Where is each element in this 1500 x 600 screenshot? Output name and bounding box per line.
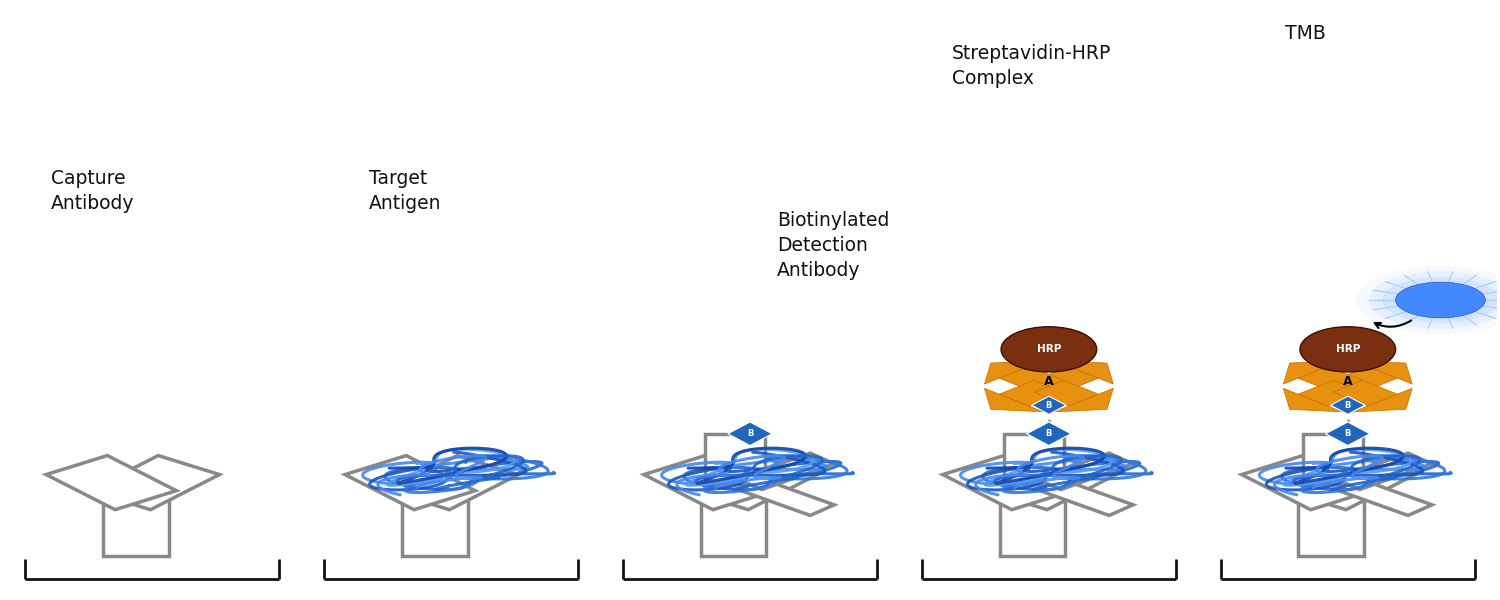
Polygon shape (1004, 434, 1064, 484)
Text: HRP: HRP (1335, 344, 1360, 355)
Polygon shape (1032, 396, 1066, 415)
Circle shape (1395, 282, 1485, 318)
Polygon shape (1242, 455, 1372, 510)
Polygon shape (999, 380, 1064, 406)
Polygon shape (999, 496, 1065, 556)
Circle shape (1354, 266, 1500, 334)
Polygon shape (1036, 453, 1132, 490)
Polygon shape (986, 455, 1116, 510)
Polygon shape (1336, 479, 1432, 515)
Text: A: A (1044, 375, 1053, 388)
Polygon shape (1336, 453, 1432, 490)
Polygon shape (1284, 388, 1342, 412)
Text: B: B (1344, 401, 1352, 410)
Polygon shape (1054, 361, 1113, 384)
Text: B: B (747, 429, 753, 438)
Polygon shape (345, 455, 476, 510)
Polygon shape (46, 455, 177, 510)
Polygon shape (1334, 367, 1398, 392)
Polygon shape (687, 455, 818, 510)
Polygon shape (700, 496, 766, 556)
Polygon shape (1353, 388, 1412, 412)
Text: Capture
Antibody: Capture Antibody (51, 169, 134, 213)
Polygon shape (999, 367, 1064, 392)
Text: Streptavidin-HRP
Complex: Streptavidin-HRP Complex (951, 44, 1112, 88)
Polygon shape (984, 388, 1044, 412)
Circle shape (1382, 277, 1498, 323)
Text: Target
Antigen: Target Antigen (369, 169, 441, 213)
Circle shape (1368, 271, 1500, 329)
Polygon shape (984, 361, 1044, 384)
Polygon shape (1326, 422, 1370, 446)
Polygon shape (88, 455, 219, 510)
Polygon shape (1034, 367, 1098, 392)
Polygon shape (1286, 455, 1414, 510)
Text: TMB: TMB (1286, 23, 1326, 43)
Polygon shape (104, 496, 168, 556)
Ellipse shape (1000, 327, 1096, 372)
Text: B: B (1046, 401, 1052, 410)
Polygon shape (388, 455, 519, 510)
Polygon shape (944, 455, 1072, 510)
Polygon shape (738, 479, 834, 515)
Text: HRP: HRP (1036, 344, 1060, 355)
Polygon shape (1054, 388, 1113, 412)
Polygon shape (1353, 361, 1412, 384)
Polygon shape (1036, 479, 1132, 515)
Polygon shape (1034, 380, 1098, 406)
Polygon shape (705, 434, 765, 484)
Polygon shape (1298, 367, 1362, 392)
Polygon shape (1299, 496, 1364, 556)
Polygon shape (402, 496, 468, 556)
Text: B: B (1046, 429, 1052, 438)
Polygon shape (728, 422, 772, 446)
Ellipse shape (1300, 327, 1395, 372)
Polygon shape (1330, 396, 1365, 415)
Polygon shape (1026, 422, 1071, 446)
Polygon shape (1334, 380, 1398, 406)
Polygon shape (1298, 380, 1362, 406)
Text: B: B (1344, 429, 1352, 438)
Polygon shape (1304, 434, 1362, 484)
Polygon shape (644, 455, 774, 510)
Text: Biotinylated
Detection
Antibody: Biotinylated Detection Antibody (777, 211, 889, 280)
Polygon shape (738, 453, 834, 490)
Polygon shape (1284, 361, 1342, 384)
Text: A: A (1342, 375, 1353, 388)
